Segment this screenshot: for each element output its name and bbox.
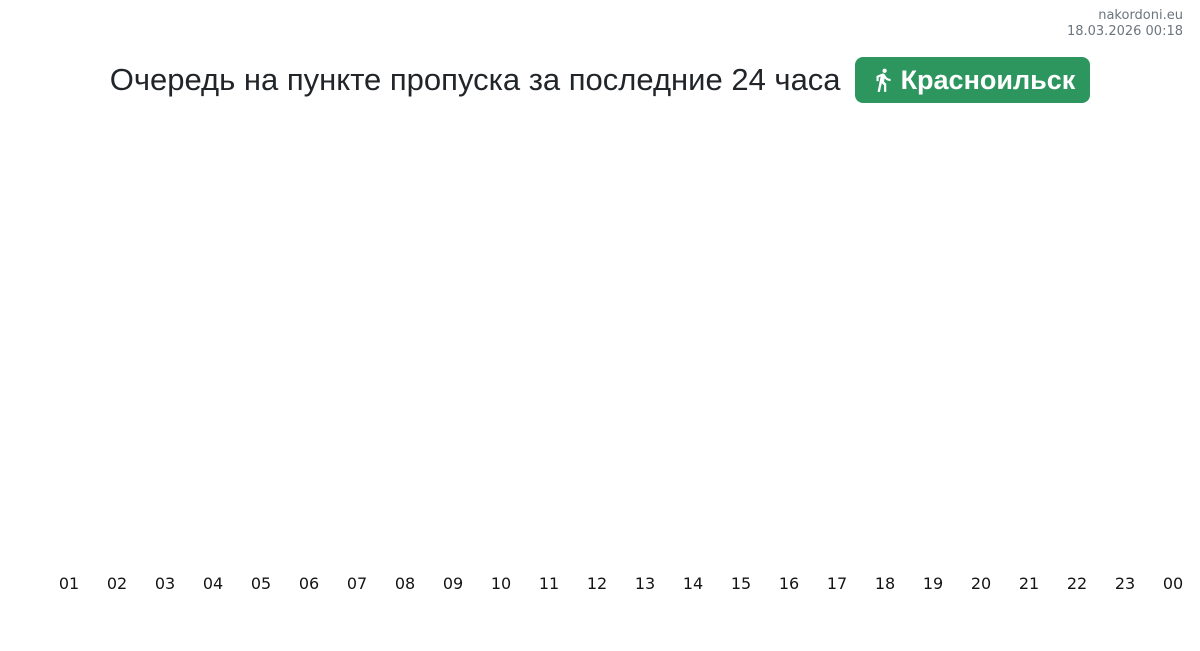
pedestrian-icon xyxy=(870,67,896,93)
x-axis-tick: 09 xyxy=(442,574,464,593)
x-axis-tick: 12 xyxy=(586,574,608,593)
x-axis-tick: 05 xyxy=(250,574,272,593)
page-title: Очередь на пункте пропуска за последние … xyxy=(109,62,841,97)
x-axis-tick: 20 xyxy=(970,574,992,593)
x-axis-tick: 14 xyxy=(682,574,704,593)
x-axis-tick: 18 xyxy=(874,574,896,593)
x-axis-tick: 06 xyxy=(298,574,320,593)
checkpoint-badge[interactable]: Красноильск xyxy=(854,57,1091,103)
x-axis-tick: 22 xyxy=(1066,574,1088,593)
site-name[interactable]: nakordoni.eu xyxy=(1098,8,1183,23)
x-axis-tick: 01 xyxy=(58,574,80,593)
x-axis-tick: 15 xyxy=(730,574,752,593)
x-axis-tick: 17 xyxy=(826,574,848,593)
x-axis-tick: 10 xyxy=(490,574,512,593)
checkpoint-name: Красноильск xyxy=(900,64,1076,95)
chart-header: Очередь на пункте пропуска за последние … xyxy=(0,57,1200,103)
x-axis-tick: 16 xyxy=(778,574,800,593)
timestamp: 18.03.2026 00:18 xyxy=(1066,24,1183,39)
x-axis-tick: 08 xyxy=(394,574,416,593)
chart-plot-area xyxy=(24,110,1200,570)
x-axis-tick: 00 xyxy=(1162,574,1184,593)
x-axis-tick: 04 xyxy=(202,574,224,593)
x-axis-tick: 19 xyxy=(922,574,944,593)
x-axis-tick: 21 xyxy=(1018,574,1040,593)
x-axis-tick: 07 xyxy=(346,574,368,593)
x-axis-tick: 03 xyxy=(154,574,176,593)
x-axis-tick: 13 xyxy=(634,574,656,593)
x-axis-tick: 23 xyxy=(1114,574,1136,593)
x-axis: 01 02 03 04 05 06 07 08 09 10 11 12 13 14 15 16 17 18 19 20… xyxy=(0,574,1200,594)
x-axis-tick: 11 xyxy=(538,574,560,593)
site-attribution: nakordoni.eu 18.03.2026 00:18 xyxy=(1067,8,1183,40)
x-axis-tick: 02 xyxy=(106,574,128,593)
